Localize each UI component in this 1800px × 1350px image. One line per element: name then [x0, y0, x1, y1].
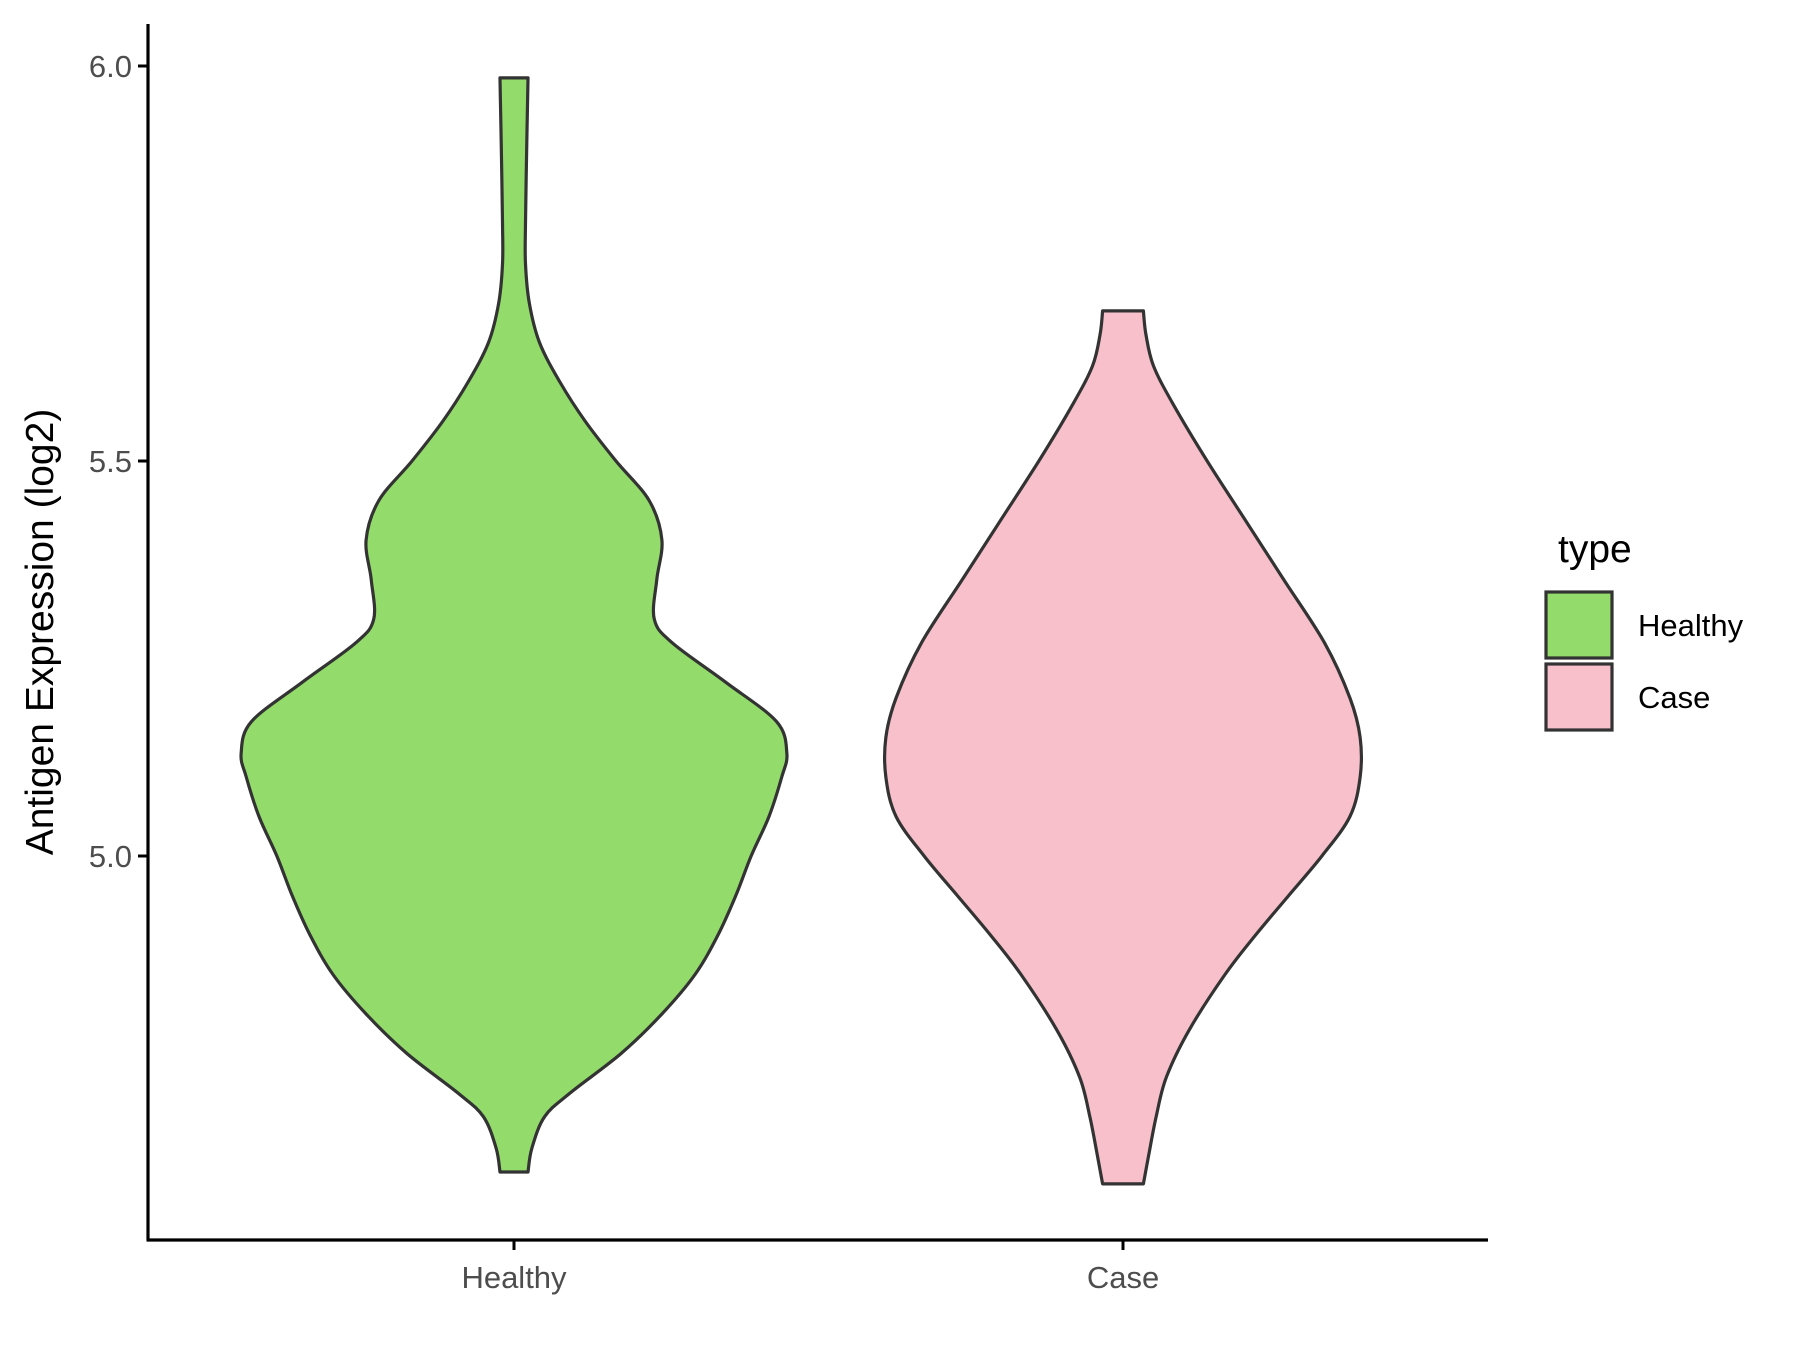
y-tick-label: 5.5: [89, 444, 132, 479]
x-ticks-group: Healthy Case: [461, 1240, 1159, 1295]
legend-title: type: [1558, 528, 1632, 571]
y-axis-title: Antigen Expression (log2): [19, 409, 62, 856]
legend-label: Case: [1638, 680, 1710, 715]
violins-group: [239, 76, 1364, 1186]
legend-items: Healthy Case: [1544, 590, 1744, 732]
legend-key-healthy: [1544, 590, 1614, 660]
legend-key-case: [1544, 662, 1614, 732]
y-tick-label: 6.0: [89, 49, 132, 84]
violin-case: [882, 309, 1364, 1186]
y-ticks-group: 5.0 5.5 6.0: [89, 49, 148, 874]
legend: type Healthy Case: [1544, 528, 1744, 732]
legend-label: Healthy: [1638, 608, 1744, 643]
violin-healthy: [239, 76, 789, 1174]
x-tick-label: Healthy: [461, 1260, 567, 1295]
x-tick-label: Case: [1087, 1260, 1159, 1295]
y-tick-label: 5.0: [89, 839, 132, 874]
